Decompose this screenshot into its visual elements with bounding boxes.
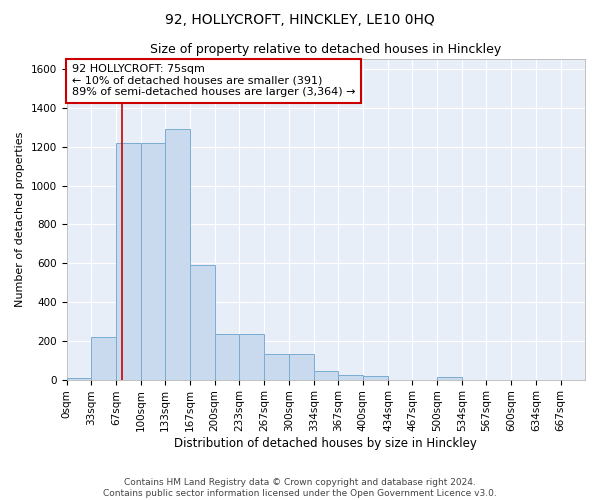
Text: 92, HOLLYCROFT, HINCKLEY, LE10 0HQ: 92, HOLLYCROFT, HINCKLEY, LE10 0HQ xyxy=(165,12,435,26)
X-axis label: Distribution of detached houses by size in Hinckley: Distribution of detached houses by size … xyxy=(175,437,477,450)
Bar xyxy=(190,265,215,380)
Bar xyxy=(314,371,338,380)
Text: Contains HM Land Registry data © Crown copyright and database right 2024.
Contai: Contains HM Land Registry data © Crown c… xyxy=(103,478,497,498)
Bar xyxy=(239,334,264,380)
Bar xyxy=(289,354,314,380)
Bar xyxy=(91,337,116,380)
Bar xyxy=(215,334,239,380)
Text: 92 HOLLYCROFT: 75sqm
← 10% of detached houses are smaller (391)
89% of semi-deta: 92 HOLLYCROFT: 75sqm ← 10% of detached h… xyxy=(72,64,355,98)
Y-axis label: Number of detached properties: Number of detached properties xyxy=(15,132,25,307)
Bar xyxy=(264,354,289,380)
Bar xyxy=(67,378,91,380)
Bar xyxy=(165,130,190,380)
Bar xyxy=(116,143,140,380)
Bar xyxy=(338,374,363,380)
Title: Size of property relative to detached houses in Hinckley: Size of property relative to detached ho… xyxy=(150,42,502,56)
Bar xyxy=(140,143,165,380)
Bar xyxy=(363,376,388,380)
Bar xyxy=(437,376,462,380)
